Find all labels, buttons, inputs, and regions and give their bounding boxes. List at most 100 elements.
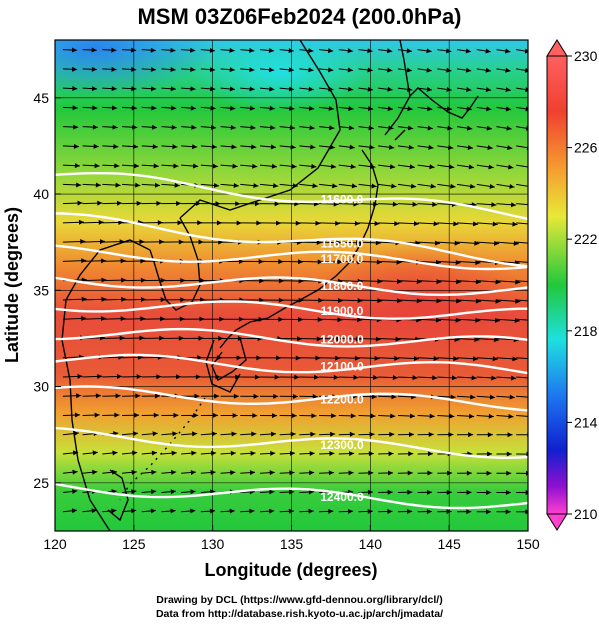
wind-arrow (476, 125, 493, 131)
wind-arrow (417, 356, 439, 362)
wind-arrow (200, 508, 216, 514)
wind-arrow (240, 508, 255, 514)
wind-arrow (397, 509, 413, 515)
wind-arrow (220, 450, 236, 456)
wind-arrow (121, 412, 140, 418)
wind-arrow (457, 413, 475, 419)
wind-arrow (121, 144, 139, 150)
wind-arrow (417, 317, 442, 323)
wind-arrow (476, 489, 492, 495)
wind-arrow (476, 375, 497, 381)
y-tick-label: 30 (33, 379, 49, 395)
wind-arrow (319, 355, 341, 361)
wind-arrow (476, 356, 498, 362)
wind-arrow (102, 182, 121, 188)
wind-arrow (358, 125, 374, 131)
wind-arrow (397, 106, 413, 112)
wind-arrow (279, 489, 295, 495)
wind-arrow (397, 221, 420, 227)
height-contour-line (55, 353, 528, 375)
wind-arrow (161, 105, 177, 111)
wind-arrow (240, 431, 257, 437)
wind-arrow (358, 106, 374, 112)
grid-lines (55, 40, 528, 531)
contour-label: 12300.0 (320, 438, 364, 452)
y-tick-label: 25 (33, 475, 49, 491)
wind-arrow (279, 86, 295, 92)
contour-label: 11900.0 (321, 304, 364, 318)
wind-arrow (200, 450, 217, 456)
wind-arrow (200, 220, 222, 226)
x-tick-label: 150 (516, 536, 540, 552)
wind-arrow (496, 106, 512, 112)
wind-arrow (220, 183, 239, 188)
wind-arrow (358, 48, 373, 54)
x-axis-label: Longitude (degrees) (204, 560, 377, 580)
wind-arrow (82, 277, 107, 283)
wind-arrow (62, 182, 82, 188)
wind-arrow (437, 221, 459, 227)
wind-arrow (279, 183, 298, 189)
wind-arrow (62, 219, 85, 225)
wind-arrow (456, 106, 472, 112)
colorbar: 230 226 222 218 214 210 (546, 39, 598, 531)
wind-arrow (496, 183, 515, 189)
colorbar-ticks: 230 226 222 218 214 210 (567, 48, 598, 522)
wind-arrow (476, 106, 492, 112)
wind-arrow (121, 450, 138, 456)
wind-arrow (82, 412, 100, 418)
wind-arrow (319, 144, 336, 150)
wind-arrow (62, 296, 87, 302)
colorbar-gradient (546, 55, 568, 515)
wind-arrow (121, 431, 139, 437)
wind-arrow (456, 48, 472, 54)
wind-arrow (496, 318, 520, 324)
wind-arrow (200, 105, 216, 111)
wind-arrow (121, 200, 142, 206)
wind-arrow (141, 124, 158, 130)
wind-arrow (102, 508, 117, 514)
wind-arrow (358, 221, 380, 227)
wind-arrow (358, 298, 383, 304)
colorbar-top-triangle (546, 39, 568, 57)
wind-arrow (161, 67, 176, 72)
wind-arrow (397, 67, 413, 73)
wind-arrow (102, 200, 123, 206)
height-contour-line (55, 172, 528, 221)
wind-arrow (338, 86, 354, 92)
wind-arrow (456, 87, 472, 92)
wind-arrow (457, 240, 480, 246)
wind-arrow (62, 66, 78, 72)
wind-arrow (476, 202, 497, 208)
wind-arrow (417, 509, 432, 515)
wind-arrow (220, 393, 239, 399)
height-contour-line (55, 244, 528, 271)
wind-arrow (378, 259, 402, 265)
wind-arrow (476, 67, 491, 73)
wind-arrow (259, 355, 282, 361)
wind-arrow (417, 201, 438, 207)
wind-arrow (358, 86, 373, 92)
wind-arrow (181, 374, 201, 380)
wind-arrow (299, 67, 314, 73)
wind-arrow (476, 317, 501, 323)
wind-arrow (62, 469, 78, 475)
wind-arrow (358, 240, 381, 246)
wind-arrow (378, 221, 400, 227)
wind-arrow (141, 450, 158, 456)
wind-arrow (259, 67, 275, 73)
wind-arrow (220, 86, 236, 92)
wind-arrow (319, 48, 334, 54)
wind-arrow (437, 144, 454, 150)
wind-arrow (121, 124, 138, 130)
wind-arrow (319, 220, 341, 226)
kyushu-coast (205, 339, 241, 393)
wind-arrow (476, 470, 492, 476)
wind-arrow (259, 508, 275, 514)
wind-arrow (82, 66, 97, 72)
y-tick-label: 35 (33, 282, 49, 298)
wind-arrow (299, 355, 321, 361)
wind-arrow (62, 373, 83, 379)
wind-arrow (456, 67, 472, 73)
wind-arrow (417, 183, 436, 189)
